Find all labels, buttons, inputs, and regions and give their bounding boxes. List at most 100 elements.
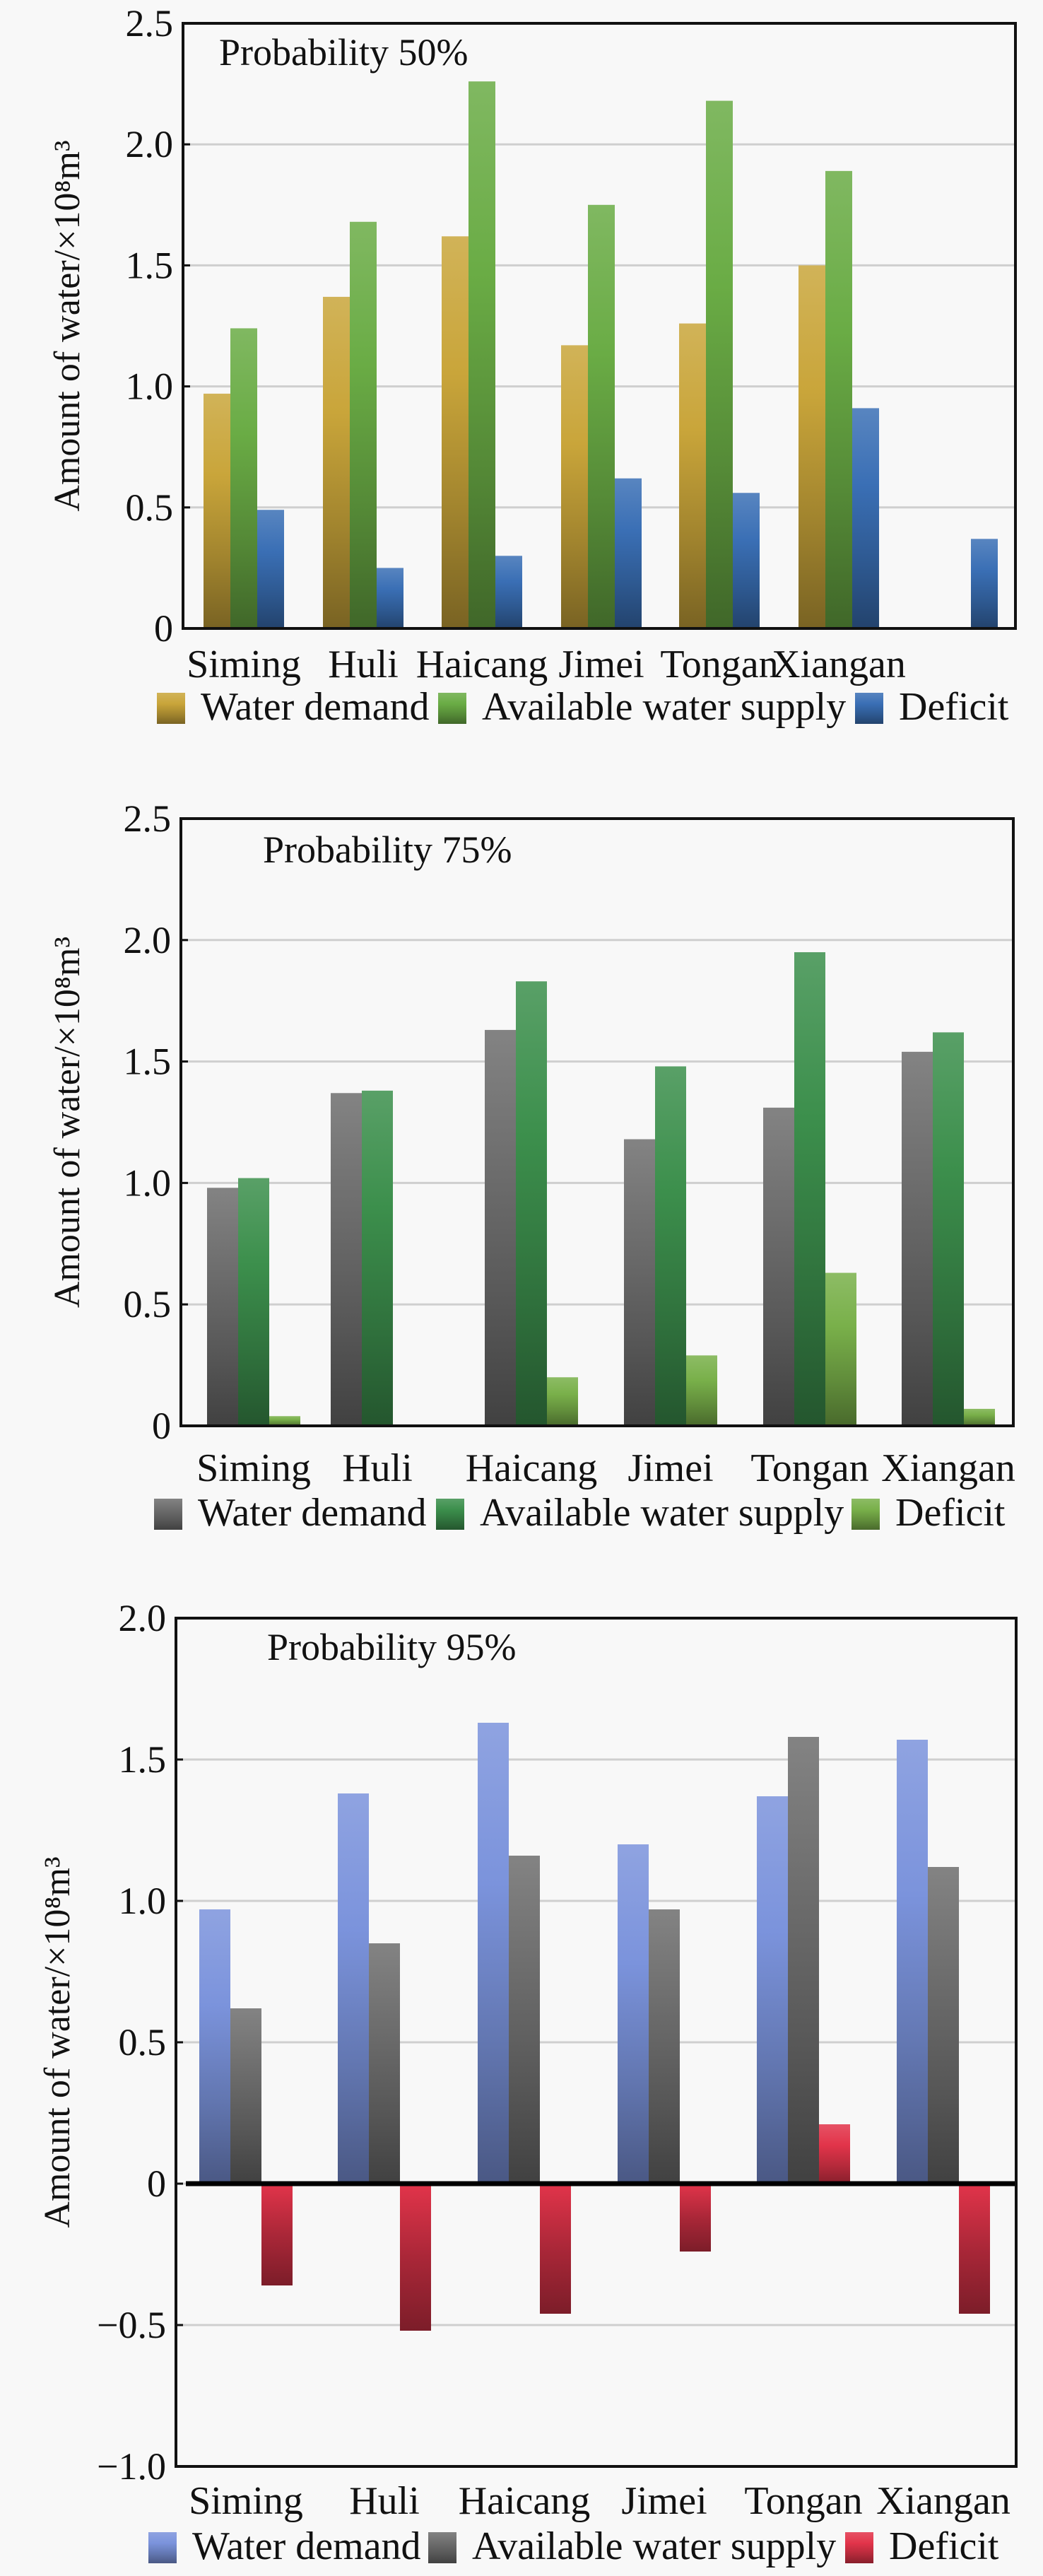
bar-siming-available-water-supply: [230, 328, 257, 628]
bar-tongan-water-demand: [757, 1796, 788, 2184]
x-tick-label: Tongan: [750, 1446, 868, 1490]
plot-frame: [175, 1617, 1018, 2468]
y-tick-label: 2.0: [119, 1597, 167, 1639]
chart-probability-50: 0 0.5 1.0 1.5 2.0 2.5 Siming Huli Haicang Jimei To…: [0, 0, 1043, 778]
panel-title: Probability 50%: [219, 31, 468, 74]
y-tick-label: −0.5: [97, 2304, 166, 2346]
bar-haicang-available-water-supply: [509, 1856, 540, 2184]
y-tick-label: 1.0: [126, 365, 174, 408]
bar-siming-water-demand: [204, 393, 230, 628]
x-tick-label: Tongan: [660, 643, 778, 686]
x-tick-label: Jimei: [627, 1446, 713, 1490]
bar-huli-water-demand: [338, 1793, 369, 2184]
bar-huli-deficit: [400, 2184, 431, 2331]
legend-item: Deficit: [845, 2524, 999, 2568]
legend-swatch: [436, 1499, 464, 1530]
bar-jimei-deficit: [686, 1355, 717, 1426]
plot-frame: [179, 817, 1015, 1427]
y-tick-label: 0.5: [126, 486, 174, 529]
bar-jimei-water-demand: [561, 345, 588, 628]
y-tick-label: 2.5: [126, 2, 174, 45]
bar-jimei-water-demand: [624, 1139, 655, 1426]
bar-haicang-deficit: [547, 1377, 578, 1426]
bar-siming-water-demand: [199, 1909, 230, 2184]
x-tick-label: Jimei: [558, 643, 644, 686]
x-tick-label: Tongan: [744, 2479, 862, 2523]
plot-area: [181, 819, 1013, 1426]
x-tick-label: Huli: [328, 643, 399, 686]
bar-xiangan-water-demand: [799, 265, 825, 628]
bar-siming-deficit: [257, 510, 284, 628]
legend-label: Water demand: [192, 2524, 421, 2568]
x-tick-label: Haicang: [416, 643, 548, 686]
y-tick-label: 1.5: [119, 1738, 167, 1781]
bar-huli-available-water-supply: [369, 1943, 400, 2184]
bar-huli-deficit: [377, 568, 403, 628]
bar-jimei-available-water-supply: [649, 1909, 680, 2184]
bar-xiangan-deficit: [852, 408, 879, 628]
bar-huli-water-demand: [323, 296, 350, 628]
bar-tongan-available-water-supply: [706, 100, 733, 628]
y-axis-label: Amount of water/×10⁸m³: [47, 140, 88, 511]
bar-xiangan-water-demand: [897, 1740, 928, 2184]
legend-label: Available water supply: [472, 2524, 836, 2568]
y-axis-label: Amount of water/×10⁸m³: [37, 1856, 78, 2227]
bar-xiangan-available-water-supply: [933, 1032, 964, 1426]
y-tick-label: 0.5: [124, 1283, 172, 1325]
legend-swatch: [855, 693, 883, 724]
x-tick-label: Xiangan: [881, 1446, 1015, 1490]
bar-tongan-deficit: [819, 2124, 850, 2184]
y-tick-label: 2.5: [124, 797, 172, 840]
legend-swatch: [845, 2532, 873, 2563]
chart-svg: 0 0.5 1.0 1.5 2.0 2.5 Siming Huli Haicang Jimei To…: [47, 2, 1017, 729]
bar-jimei-deficit: [680, 2184, 711, 2252]
legend-label: Deficit: [889, 2524, 999, 2568]
legend-item: Water demand: [148, 2524, 421, 2568]
y-tick-label: 0.5: [119, 2021, 167, 2063]
legend-label: Water demand: [201, 685, 430, 729]
legend-item: Deficit: [855, 685, 1009, 729]
y-tick-label: 1.0: [124, 1161, 172, 1204]
x-tick-label: Huli: [342, 1446, 413, 1490]
bar-siming-deficit: [269, 1416, 300, 1426]
legend-label: Deficit: [895, 1491, 1006, 1535]
x-tick-label: Haicang: [459, 2479, 591, 2523]
x-tick-label: Xiangan: [772, 643, 906, 686]
x-tick-label: Jimei: [621, 2479, 707, 2523]
legend-item: Water demand: [154, 1491, 427, 1535]
bar-siming-water-demand: [207, 1188, 238, 1426]
y-tick-label: 1.0: [119, 1880, 167, 1922]
y-tick-label: 1.5: [126, 244, 174, 286]
legend-item: Deficit: [852, 1491, 1006, 1535]
bar-xiangan-deficit: [964, 1408, 995, 1426]
x-tick-label: Xiangan: [876, 2479, 1010, 2523]
bar-jimei-water-demand: [618, 1844, 649, 2184]
legend-item: Available water supply: [436, 1491, 844, 1535]
bar-huli-available-water-supply: [350, 221, 377, 628]
bar-xiangan-water-demand: [902, 1051, 933, 1426]
legend-label: Available water supply: [482, 685, 846, 729]
chart-probability-75: 0 0.5 1.0 1.5 2.0 2.5 Siming Huli Haicang Jimei To…: [0, 778, 1043, 1555]
legend-item: Water demand: [157, 685, 430, 729]
y-tick-label: 1.5: [124, 1041, 172, 1083]
bar-tongan-deficit: [825, 1272, 856, 1426]
chart-svg: −1.0 −0.5 0 0.5 1.0 1.5 2.0 Siming Huli Haicang Ji…: [37, 1597, 1018, 2568]
legend-item: Available water supply: [438, 685, 846, 729]
bar-tongan-available-water-supply: [794, 952, 825, 1426]
bar-xiangan-available-water-supply: [825, 170, 852, 628]
legend-item: Available water supply: [428, 2524, 836, 2568]
y-tick-label: 0: [154, 607, 173, 650]
bar-siming-available-water-supply: [238, 1178, 269, 1426]
x-tick-label: Siming: [187, 643, 301, 686]
legend-label: Water demand: [198, 1491, 427, 1535]
plot-frame: [182, 22, 1017, 630]
legend-swatch: [148, 2532, 177, 2563]
bar-tongan-deficit: [733, 493, 760, 628]
bar-haicang-deficit: [495, 556, 522, 628]
bar-xiangan-available-water-supply: [928, 1867, 959, 2184]
legend-swatch: [428, 2532, 456, 2563]
legend-swatch: [154, 1499, 182, 1530]
bar-haicang-deficit: [540, 2184, 571, 2314]
bar-haicang-water-demand: [442, 236, 469, 628]
bar-xiangan-deficit: [959, 2184, 990, 2314]
